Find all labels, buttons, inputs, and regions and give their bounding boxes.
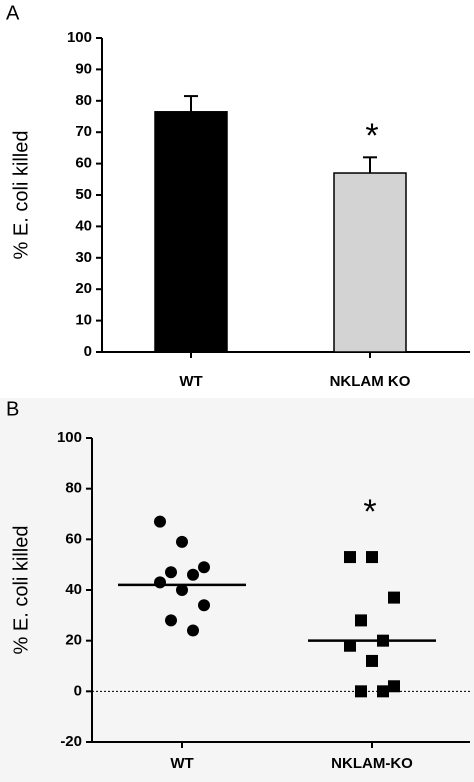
y-axis-label: % E. coli killed [10,526,32,655]
y-tick-label: 100 [67,29,92,46]
data-point [165,614,177,627]
data-point [366,551,378,564]
data-point [344,639,356,652]
data-point [198,561,210,574]
data-point [344,551,356,564]
y-tick-label: 40 [75,217,92,234]
x-tick-label: WT [179,373,202,390]
y-tick-label: 50 [75,186,92,203]
panel-b-background [0,398,474,782]
y-tick-label: 100 [57,429,82,446]
y-tick-label: 90 [75,60,92,77]
y-tick-label: 40 [65,581,82,598]
data-point [187,568,199,581]
significance-marker: * [363,493,376,531]
data-point [366,654,378,667]
data-point [198,599,210,612]
data-point [388,591,400,604]
bar [333,172,407,353]
bar [154,111,228,353]
y-tick-label: 60 [75,155,92,172]
data-point [377,685,389,698]
y-tick-label: -20 [60,733,82,750]
data-point [165,566,177,579]
y-tick-label: 20 [75,280,92,297]
y-tick-label: 70 [75,123,92,140]
y-tick-label: 0 [74,682,82,699]
x-tick-label: WT [170,755,193,772]
y-tick-label: 20 [65,632,82,649]
y-tick-label: 30 [75,249,92,266]
x-tick-label: NKLAM-KO [331,755,413,772]
data-point [176,584,188,596]
y-tick-label: 60 [65,530,82,547]
data-point [355,614,367,627]
y-tick-label: 0 [84,343,92,360]
data-point [355,685,367,698]
x-tick-label: NKLAM KO [330,373,411,390]
panel-label: B [6,398,19,420]
data-point [154,515,166,528]
data-point [176,535,188,548]
y-tick-label: 10 [75,312,92,329]
y-tick-label: 80 [75,92,92,109]
significance-marker: * [365,117,378,155]
y-axis-label: % E. coli killed [10,131,32,260]
data-point [187,624,199,637]
data-point [154,576,166,589]
y-tick-label: 80 [65,480,82,497]
data-point [388,680,400,693]
panel-label: A [6,2,20,24]
